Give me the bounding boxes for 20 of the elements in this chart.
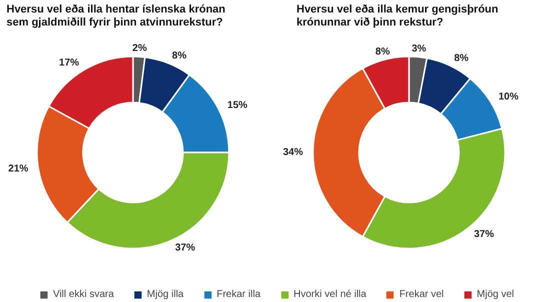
data-label: 21%	[8, 163, 28, 174]
legend-label: Hvorki vel né illa	[294, 289, 366, 300]
data-label: 37%	[474, 229, 494, 240]
legend-label: Frekar illa	[216, 289, 261, 300]
data-label: 15%	[227, 100, 248, 111]
data-label: 8%	[172, 50, 187, 62]
legend-label: Vill ekki svara	[52, 289, 114, 300]
data-label: 8%	[375, 46, 390, 58]
legend-label: Mjög illa	[146, 289, 184, 300]
legend-label: Frekar vel	[399, 289, 444, 300]
chart-title: Hversu vel eða illa hentar íslenska krónan sem gjaldmiðill fyrir þinn atvinnurekstur?	[6, 4, 226, 29]
data-label: 10%	[498, 91, 519, 102]
data-label: 8%	[454, 52, 469, 64]
data-label: 2%	[132, 43, 147, 54]
data-label: 37%	[175, 242, 196, 254]
data-label: 3%	[412, 43, 426, 54]
data-label: 17%	[59, 57, 80, 68]
chart-title: Hversu vel eða illa kemur gengisþróun krónunnar við þinn rekstur?	[296, 4, 499, 29]
legend-label: Mjög vel	[476, 289, 514, 300]
data-label: 34%	[282, 147, 304, 158]
